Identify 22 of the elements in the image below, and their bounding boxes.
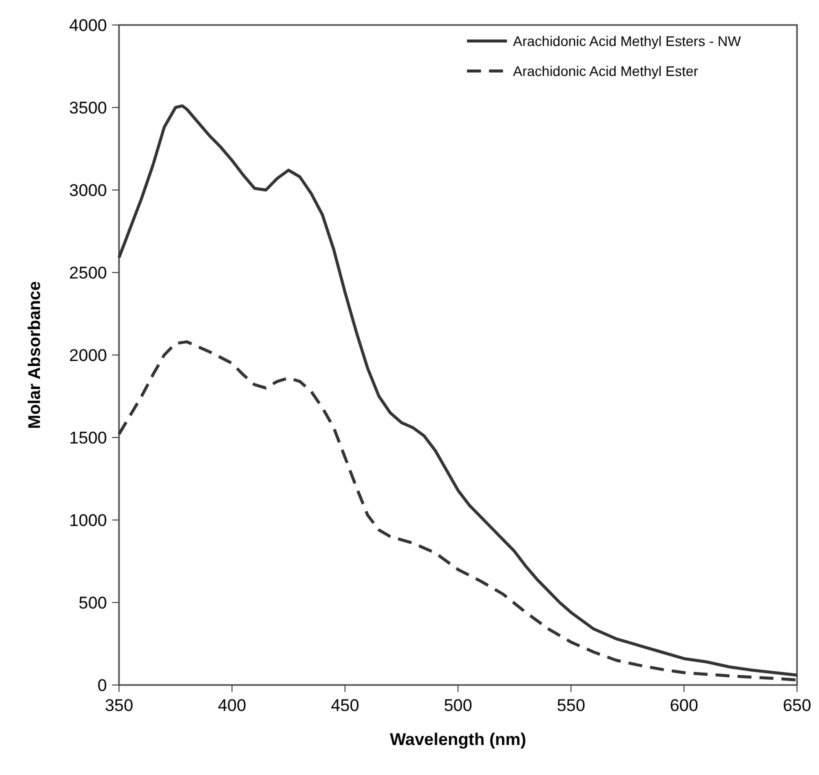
x-tick-label: 400	[218, 696, 246, 715]
y-tick-label: 2000	[69, 346, 107, 365]
x-tick-label: 350	[104, 696, 134, 715]
x-axis-title: Wavelength (nm)	[390, 730, 526, 749]
x-tick-label: 550	[556, 696, 586, 715]
legend-label: Arachidonic Acid Methyl Ester	[513, 63, 699, 79]
x-tick-label: 450	[330, 696, 360, 715]
x-tick-label: 650	[782, 696, 812, 715]
y-tick-label: 3500	[69, 98, 107, 118]
y-tick-label: 1000	[69, 511, 107, 530]
legend-label: Arachidonic Acid Methyl Esters - NW	[513, 33, 742, 49]
x-tick-label: 600	[670, 696, 698, 715]
y-axis-title: Molar Absorbance	[25, 281, 44, 429]
y-tick-label: 500	[78, 594, 107, 612]
y-tick-label: 3000	[69, 181, 107, 200]
line-series	[118, 104, 798, 677]
y-tick-label: 1500	[69, 428, 107, 448]
line-series	[118, 340, 798, 682]
y-tick-label: 2500	[69, 264, 107, 282]
y-tick-label: 4000	[69, 16, 107, 35]
x-tick-label: 500	[444, 696, 472, 715]
y-tick-label: 0	[98, 676, 107, 695]
